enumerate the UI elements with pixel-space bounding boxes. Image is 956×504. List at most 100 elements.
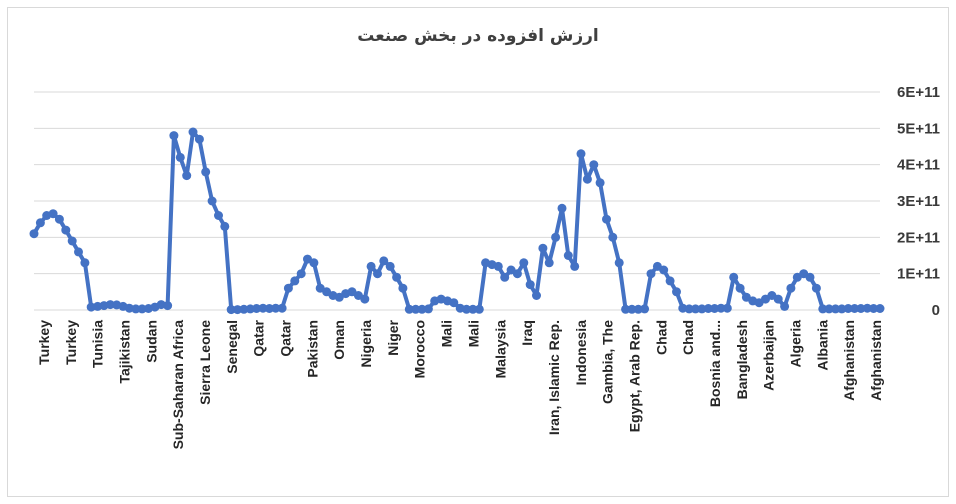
data-point xyxy=(621,304,631,314)
y-tick-label: 6E+11 xyxy=(897,84,940,101)
data-point xyxy=(557,203,567,213)
x-tick-label: Iraq xyxy=(519,320,535,346)
data-point xyxy=(74,247,83,257)
data-point xyxy=(875,304,885,313)
data-point xyxy=(373,269,382,279)
data-point xyxy=(538,243,548,253)
y-tick-label: 3E+11 xyxy=(897,193,940,210)
data-point xyxy=(614,258,624,268)
chart-frame xyxy=(7,7,949,497)
data-point xyxy=(239,304,249,314)
data-point xyxy=(532,291,541,300)
data-point xyxy=(551,232,561,242)
x-tick-label: Sierra Leone xyxy=(197,320,213,405)
x-tick-label: Mali xyxy=(439,320,455,347)
data-point xyxy=(175,152,185,162)
data-point xyxy=(811,283,821,293)
data-point xyxy=(544,258,554,268)
data-point xyxy=(703,304,713,313)
x-tick-label: Tunisia xyxy=(90,320,106,368)
data-point xyxy=(856,304,866,313)
x-tick-label: Mali xyxy=(465,320,481,347)
x-axis-ticks: Turkey Turkey Tunisia Tajikistan Sudan Sub-Sa… xyxy=(36,319,884,449)
data-point xyxy=(309,258,319,268)
data-point xyxy=(780,301,790,311)
x-tick-label: Qatar xyxy=(278,319,294,356)
data-point xyxy=(627,304,637,314)
data-point xyxy=(404,304,414,314)
x-tick-label: Nigeria xyxy=(358,320,374,368)
data-point xyxy=(500,272,510,282)
x-tick-label: Turkey xyxy=(63,320,79,365)
data-point xyxy=(226,305,236,315)
data-point xyxy=(379,256,389,266)
data-point xyxy=(398,283,408,293)
data-point xyxy=(188,127,198,137)
data-point xyxy=(411,304,421,314)
data-point xyxy=(182,171,192,181)
x-tick-label: Malaysia xyxy=(492,320,508,379)
data-point xyxy=(283,283,293,293)
data-point xyxy=(786,283,796,293)
data-point xyxy=(672,287,681,297)
data-point xyxy=(722,303,732,313)
x-tick-label: Bangladesh xyxy=(734,320,750,399)
data-point xyxy=(659,265,669,275)
data-point xyxy=(570,261,580,271)
data-point xyxy=(80,258,90,268)
gridlines xyxy=(34,91,880,311)
data-point xyxy=(525,280,535,290)
data-point xyxy=(512,269,522,279)
data-point xyxy=(366,261,376,271)
data-point xyxy=(640,304,650,314)
x-tick-label: Indonesia xyxy=(573,320,589,386)
data-point xyxy=(735,283,745,293)
data-point xyxy=(805,272,815,282)
data-point xyxy=(462,304,471,314)
x-tick-label: Afghanistan xyxy=(868,320,884,401)
x-tick-label: Tajikistan xyxy=(117,320,133,384)
data-point xyxy=(423,304,433,314)
x-tick-label: Sudan xyxy=(143,320,159,363)
data-point xyxy=(684,304,694,314)
y-tick-label: 0 xyxy=(932,302,940,319)
x-tick-label: Senegal xyxy=(224,320,240,374)
data-point xyxy=(35,218,45,228)
series-line-layer xyxy=(32,130,880,312)
series-points-layer xyxy=(29,127,885,315)
data-point xyxy=(48,209,58,219)
chart-title: ارزش افزوده در بخش صنعت xyxy=(357,26,599,46)
data-point xyxy=(54,214,64,224)
x-tick-label: Algeria xyxy=(787,320,803,368)
data-point xyxy=(169,131,179,141)
data-point xyxy=(519,258,529,268)
data-point xyxy=(665,276,675,286)
x-tick-label: Turkey xyxy=(36,320,52,365)
data-point xyxy=(773,294,783,304)
x-tick-label: Sub-Saharan Africa xyxy=(170,320,186,450)
data-point xyxy=(608,232,618,242)
x-tick-label: Qatar xyxy=(251,319,267,356)
data-point xyxy=(691,304,700,314)
data-point xyxy=(214,211,223,220)
x-tick-label: Chad xyxy=(653,320,669,355)
x-tick-label: Pakistan xyxy=(304,320,320,378)
data-point xyxy=(61,225,71,235)
data-point xyxy=(137,304,147,314)
y-tick-label: 4E+11 xyxy=(897,157,940,174)
data-point xyxy=(207,196,217,206)
data-point xyxy=(869,304,879,313)
data-point xyxy=(296,269,306,279)
y-tick-label: 1E+11 xyxy=(897,266,940,283)
data-point xyxy=(201,167,211,177)
data-point xyxy=(602,214,611,224)
y-tick-label: 5E+11 xyxy=(897,120,940,137)
x-tick-label: Afghanistan xyxy=(841,320,857,401)
data-point xyxy=(563,251,573,260)
data-point xyxy=(271,303,281,313)
data-point xyxy=(277,303,287,313)
series-line xyxy=(32,130,880,312)
data-point xyxy=(831,304,840,314)
data-point xyxy=(360,294,370,304)
